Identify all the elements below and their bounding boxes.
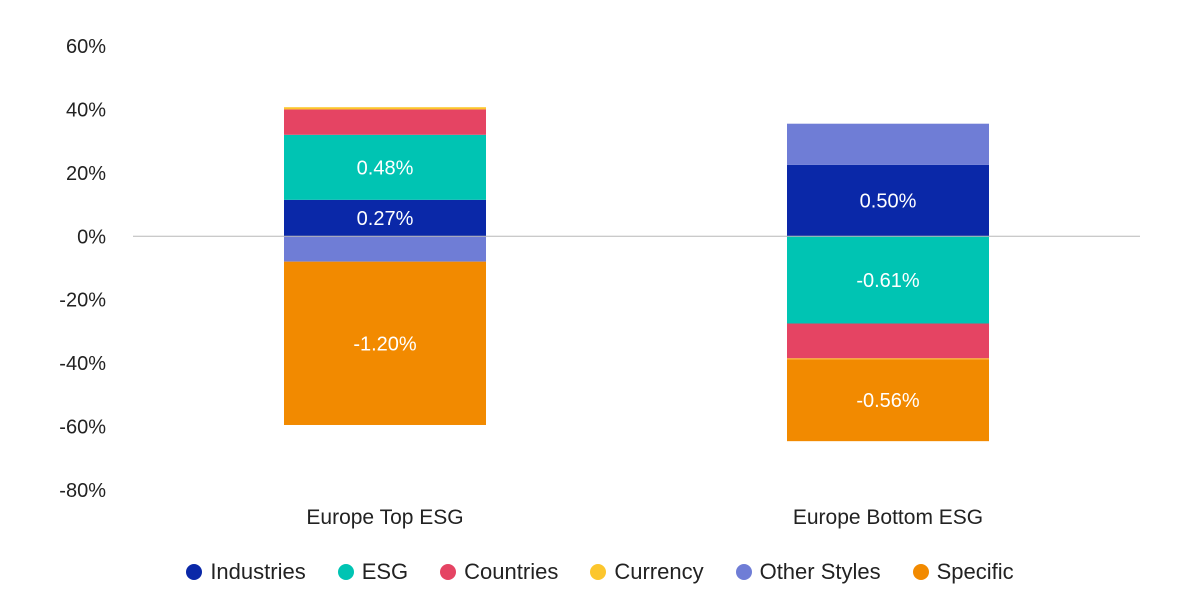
bar-segment-industries xyxy=(284,199,486,237)
legend-item-other-styles: Other Styles xyxy=(735,559,881,585)
data-label: -1.20% xyxy=(353,333,417,355)
bar-segment-esg xyxy=(284,134,486,200)
bar-segment-currency xyxy=(787,358,989,360)
bar-segment-other-styles xyxy=(284,236,486,262)
legend-item-specific: Specific xyxy=(912,559,1014,585)
y-tick-label: -20% xyxy=(59,290,106,312)
bar-segment-currency xyxy=(284,107,486,110)
y-tick-label: -40% xyxy=(59,353,106,375)
legend-swatch xyxy=(590,564,607,580)
y-tick-label: -80% xyxy=(59,480,106,502)
legend-label: Specific xyxy=(936,559,1014,584)
bar-segment-industries xyxy=(787,164,989,237)
legend-swatch xyxy=(912,564,929,580)
chart-legend: Industries ESG Countries Currency Other Styl… xyxy=(0,552,1200,592)
y-tick-label: 60% xyxy=(66,36,106,58)
data-label: -0.56% xyxy=(856,390,920,412)
data-label: 0.27% xyxy=(357,208,414,230)
legend-item-countries: Countries xyxy=(440,559,558,585)
legend-label: Currency xyxy=(614,559,704,584)
legend-label: ESG xyxy=(361,559,409,584)
legend-label: Countries xyxy=(464,559,559,584)
bar-segment-specific xyxy=(787,359,989,442)
bar-segment-countries xyxy=(787,323,989,359)
legend-swatch xyxy=(186,564,203,580)
y-tick-label: 0% xyxy=(77,226,106,248)
data-label: 0.48% xyxy=(357,157,414,179)
chart-canvas: 60% 40% 20% 0% -20% -40% -60% -80% 0.27% 0.48% -1.… xyxy=(59,36,1140,529)
legend-item-industries: Industries xyxy=(186,559,306,585)
legend-item-currency: Currency xyxy=(590,559,704,585)
data-label: -0.61% xyxy=(856,270,920,292)
legend-swatch xyxy=(735,564,752,580)
data-label: 0.50% xyxy=(860,191,917,213)
bar-segment-other-styles xyxy=(787,123,989,165)
y-tick-label: 40% xyxy=(66,99,106,121)
bar-segment-specific xyxy=(284,261,486,425)
bar-segment-esg xyxy=(787,236,989,324)
y-tick-label: 20% xyxy=(66,163,106,185)
legend-label: Other Styles xyxy=(759,559,881,584)
legend-item-esg: ESG xyxy=(337,559,409,585)
legend-swatch xyxy=(440,564,457,580)
legend-label: Industries xyxy=(210,559,306,584)
stacked-bar-chart: 60% 40% 20% 0% -20% -40% -60% -80% 0.27% 0.48% -1.… xyxy=(59,36,1140,529)
bar-segment-countries xyxy=(284,109,486,135)
category-label: Europe Top ESG xyxy=(306,506,463,529)
legend-swatch xyxy=(337,564,354,580)
category-label: Europe Bottom ESG xyxy=(793,506,983,529)
y-tick-label: -60% xyxy=(59,417,106,439)
